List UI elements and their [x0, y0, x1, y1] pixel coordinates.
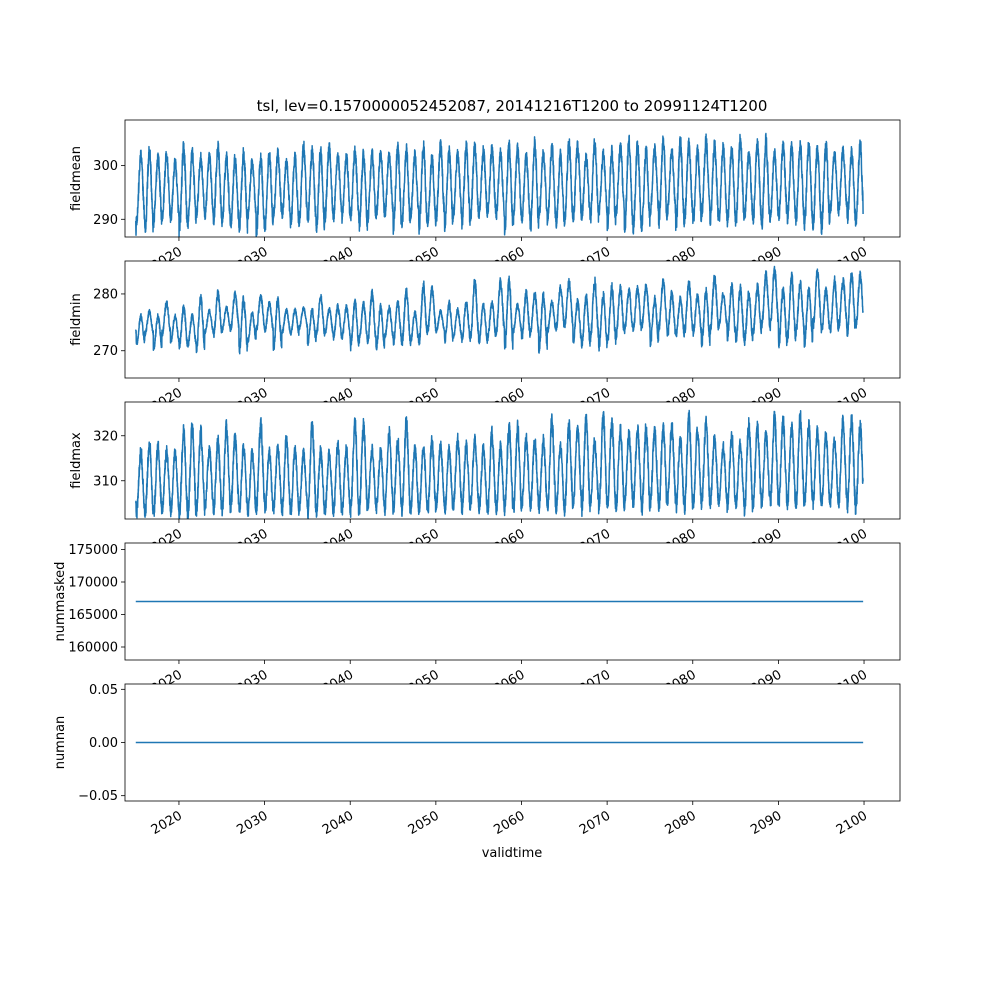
y-axis-label: numnan: [53, 716, 68, 770]
panel-frame: [124, 401, 901, 520]
y-tick-label: −0.05: [78, 789, 118, 804]
x-tick-label: 2090: [748, 808, 784, 838]
y-tick-label: 0.05: [89, 683, 118, 698]
y-tick-label: 165000: [68, 608, 118, 623]
x-tick-label: 2100: [834, 808, 870, 838]
x-tick-label: 2030: [234, 808, 270, 838]
chart-title: tsl, lev=0.1570000052452087, 20141216T12…: [257, 97, 768, 115]
y-axis-label: fieldmean: [69, 146, 84, 211]
y-tick-label: 320: [93, 429, 118, 444]
x-tick-label: 2080: [663, 808, 699, 838]
series-line-fieldmean: [135, 132, 864, 237]
y-tick-label: 0.00: [89, 736, 118, 751]
x-tick-label: 2020: [149, 808, 185, 838]
panel-frame: [124, 542, 901, 661]
panel-numnan: −0.05 0.00 0.05 numnan 2020 2030 2040 2050 2060 2…: [53, 683, 901, 838]
y-tick-label: 270: [93, 344, 118, 359]
y-tick-label: 300: [93, 159, 118, 174]
x-tick-label: 2060: [491, 808, 527, 838]
y-tick-label: 175000: [68, 543, 118, 558]
panel-frame: [124, 119, 901, 238]
y-tick-label: 280: [93, 287, 118, 302]
x-tick-label: 2050: [406, 808, 442, 838]
y-axis-label: fieldmax: [69, 432, 84, 489]
y-tick-label: 310: [93, 474, 118, 489]
y-tick-label: 170000: [68, 576, 118, 591]
x-tick-label: 2070: [577, 808, 613, 838]
x-axis-label: validtime: [482, 846, 543, 861]
y-axis-label: fieldmin: [69, 293, 84, 346]
y-axis-label: nummasked: [53, 562, 68, 642]
panel-frame: [124, 260, 901, 379]
y-tick-label: 290: [93, 213, 118, 228]
panels: 290 300 fieldmean 2020 2030 2040 2050 2060 2070 2…: [53, 119, 901, 838]
series-line-fieldmax: [135, 409, 864, 519]
x-tick-label: 2040: [320, 808, 356, 838]
y-tick-label: 160000: [68, 641, 118, 656]
series-line-fieldmin: [135, 265, 864, 355]
